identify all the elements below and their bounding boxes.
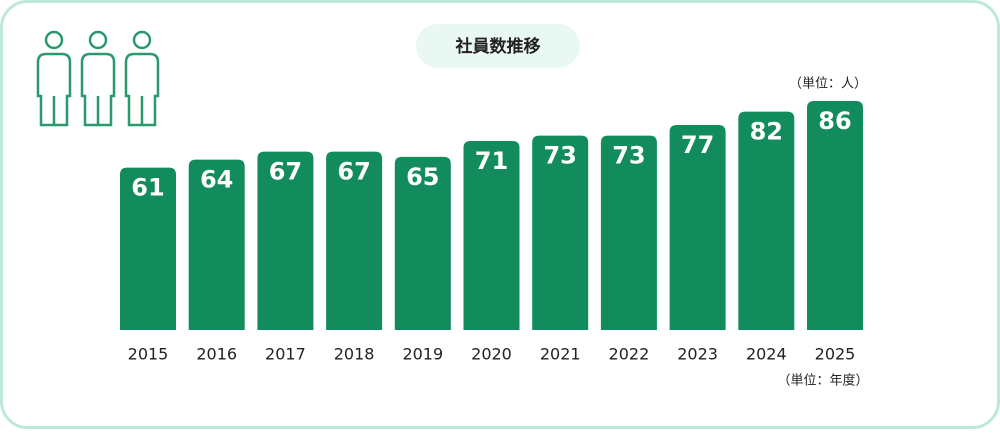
value-unit-note: （単位：人） <box>789 76 867 92</box>
x-tick-label: 2020 <box>471 345 512 364</box>
bar <box>120 167 176 330</box>
x-tick-label: 2024 <box>746 345 787 364</box>
x-tick-label: 2023 <box>677 345 718 364</box>
bar <box>738 111 795 331</box>
value-label: 67 <box>269 158 302 186</box>
value-label: 65 <box>406 163 439 191</box>
bar <box>669 124 726 330</box>
bar <box>807 101 863 330</box>
value-label: 86 <box>818 107 851 135</box>
value-label: 64 <box>200 166 233 194</box>
x-tick-label: 2022 <box>609 345 650 364</box>
x-tick-label: 2015 <box>128 345 169 364</box>
x-tick-label: 2025 <box>815 345 856 364</box>
x-tick-label: 2018 <box>334 345 375 364</box>
category-unit-note: （単位：年度） <box>777 373 868 389</box>
x-tick-label: 2019 <box>402 345 443 364</box>
x-tick-label: 2021 <box>540 345 581 364</box>
value-label: 73 <box>612 142 645 170</box>
bar <box>257 151 314 330</box>
bar <box>394 156 451 330</box>
bar <box>600 135 657 330</box>
value-label: 73 <box>543 142 576 170</box>
people-icon <box>36 30 160 127</box>
value-label: 71 <box>475 147 508 175</box>
chart-title: 社員数推移 <box>455 36 541 57</box>
bar <box>532 135 589 330</box>
x-tick-label: 2017 <box>265 345 306 364</box>
bar <box>463 140 520 330</box>
title-pill <box>416 24 580 68</box>
value-label: 77 <box>681 131 714 159</box>
value-label: 67 <box>337 158 370 186</box>
bar <box>326 151 383 330</box>
value-label: 82 <box>750 118 783 146</box>
value-label: 61 <box>131 174 164 202</box>
x-tick-label: 2016 <box>196 345 237 364</box>
bar <box>188 159 245 330</box>
